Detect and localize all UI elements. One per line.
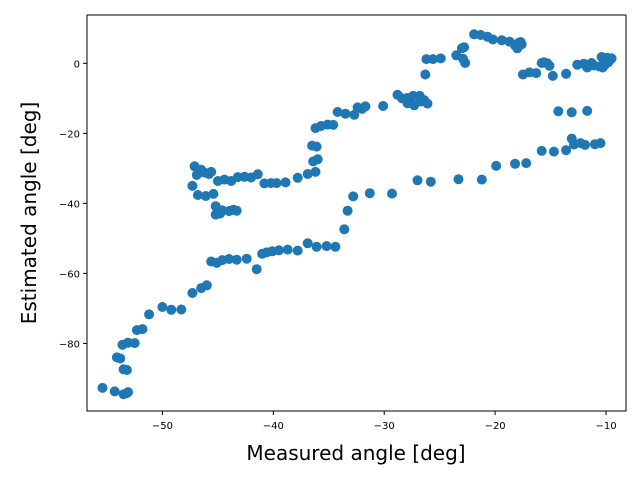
data-point bbox=[311, 141, 322, 152]
data-point bbox=[176, 304, 187, 315]
data-point bbox=[516, 39, 527, 50]
data-point bbox=[548, 146, 559, 157]
data-point bbox=[115, 353, 126, 364]
data-point bbox=[364, 188, 375, 199]
data-point bbox=[402, 93, 413, 103]
data-point bbox=[302, 169, 313, 179]
data-point bbox=[187, 288, 198, 298]
data-point bbox=[280, 177, 291, 188]
data-point bbox=[330, 241, 341, 252]
data-point bbox=[328, 119, 339, 130]
x-axis-ticks: −50 −40 −30 −20 −10 bbox=[152, 411, 617, 432]
data-point bbox=[544, 60, 555, 71]
data-point bbox=[561, 145, 572, 156]
data-point bbox=[460, 58, 471, 68]
data-point bbox=[231, 254, 242, 265]
data-point bbox=[561, 68, 572, 79]
data-point bbox=[273, 245, 284, 256]
data-point bbox=[595, 138, 606, 149]
data-point bbox=[166, 304, 177, 315]
x-tick-label: −10 bbox=[595, 421, 616, 432]
data-point bbox=[292, 172, 303, 183]
y-tick-label: −40 bbox=[59, 199, 80, 210]
data-point bbox=[547, 70, 558, 81]
data-point bbox=[521, 158, 532, 169]
data-point bbox=[282, 244, 293, 255]
data-point bbox=[121, 365, 132, 375]
data-point bbox=[378, 101, 389, 111]
data-point bbox=[425, 176, 436, 187]
data-point bbox=[459, 42, 470, 53]
data-point bbox=[582, 105, 593, 116]
data-point bbox=[310, 166, 321, 177]
data-point bbox=[302, 238, 313, 249]
data-point bbox=[510, 158, 521, 169]
data-point bbox=[187, 180, 198, 191]
data-point bbox=[342, 205, 353, 216]
data-point bbox=[340, 108, 351, 119]
data-point bbox=[271, 178, 282, 189]
data-point bbox=[206, 166, 217, 177]
data-point bbox=[312, 154, 323, 165]
data-point bbox=[231, 205, 242, 216]
data-point bbox=[491, 160, 502, 171]
data-point bbox=[97, 382, 108, 393]
data-point bbox=[606, 53, 617, 64]
y-axis-ticks: −80 −60 −40 −20 0 bbox=[59, 59, 87, 350]
y-tick-label: 0 bbox=[74, 59, 80, 70]
x-tick-label: −50 bbox=[152, 421, 173, 432]
data-point bbox=[387, 188, 397, 199]
data-point bbox=[251, 264, 262, 275]
plot-frame bbox=[86, 14, 627, 412]
data-point bbox=[599, 59, 610, 70]
data-point bbox=[453, 174, 464, 185]
x-axis-label: Measured angle [deg] bbox=[246, 441, 465, 465]
data-point bbox=[311, 241, 322, 252]
data-point bbox=[487, 34, 498, 45]
data-point bbox=[496, 35, 507, 46]
data-point bbox=[252, 169, 263, 180]
data-point bbox=[157, 302, 168, 312]
y-axis-label: Estimated angle [deg] bbox=[17, 102, 41, 325]
data-point bbox=[208, 188, 219, 199]
data-point bbox=[332, 107, 343, 117]
data-point bbox=[215, 208, 226, 219]
data-point bbox=[123, 387, 133, 398]
data-point bbox=[201, 280, 212, 291]
data-point bbox=[420, 69, 431, 80]
y-tick-label: −20 bbox=[59, 129, 80, 140]
x-tick-label: −30 bbox=[374, 421, 395, 432]
data-point bbox=[109, 386, 120, 397]
x-tick-label: −20 bbox=[485, 421, 506, 432]
data-point bbox=[435, 53, 446, 64]
data-point bbox=[137, 324, 148, 335]
data-point bbox=[580, 139, 590, 150]
scatter-points bbox=[97, 29, 617, 400]
data-point bbox=[144, 309, 155, 320]
data-point bbox=[292, 245, 303, 256]
data-point bbox=[553, 106, 564, 117]
data-point bbox=[192, 190, 203, 200]
x-tick-label: −40 bbox=[263, 421, 284, 432]
data-point bbox=[409, 100, 420, 111]
data-point bbox=[428, 54, 438, 65]
data-point bbox=[531, 68, 542, 79]
data-point bbox=[360, 101, 371, 112]
data-point bbox=[339, 224, 350, 235]
y-tick-label: −80 bbox=[59, 339, 80, 350]
data-point bbox=[348, 191, 359, 202]
data-point bbox=[129, 338, 140, 349]
y-tick-label: −60 bbox=[59, 269, 80, 280]
data-point bbox=[476, 174, 487, 185]
data-point bbox=[566, 107, 577, 118]
data-point bbox=[321, 241, 332, 252]
data-point bbox=[224, 254, 234, 264]
data-point bbox=[241, 253, 252, 264]
data-point bbox=[412, 175, 423, 186]
data-point bbox=[536, 145, 547, 156]
data-point bbox=[200, 191, 211, 201]
